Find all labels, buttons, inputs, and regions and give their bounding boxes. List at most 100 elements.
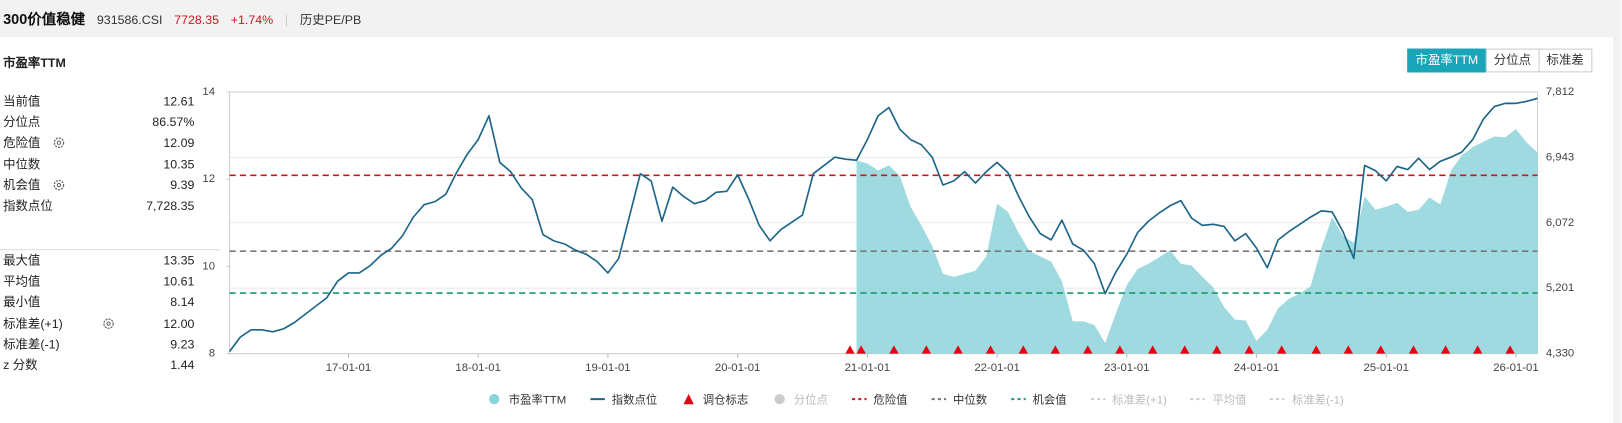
index-price: 7728.35 [174,12,220,27]
y-tick-label: 14 [202,86,215,98]
divider [0,249,221,251]
stat-row: 最小值 8.14 [3,293,194,312]
stat-row: 指数点位 7,728.35 [3,196,194,215]
history-link[interactable]: 历史PE/PB [299,12,362,27]
settings-icon[interactable] [53,137,65,149]
stat-value: 7,728.35 [146,198,195,214]
rebalance-marker [1343,345,1353,354]
x-tick-label: 17-01-01 [326,362,371,374]
gear-inner [56,182,62,188]
stat-label: 危险值 [3,135,41,151]
stat-label: 平均值 [3,274,41,289]
stat-label: 标准差(-1) [3,336,60,352]
stat-label: 机会值 [3,177,41,193]
rebalance-marker [1408,345,1419,354]
rebalance-marker [1180,345,1190,354]
pe-area [856,129,1538,354]
legend-label: 机会值 [1032,393,1067,407]
gear-inner [106,321,111,326]
stat-row: z 分数 1.44 [3,356,194,375]
y2-tick-label: 6,072 [1546,217,1574,229]
legend: 市盈率TTM 指数点位 调仓标志 分位点 危险值 中位数 机会值 标准差(+1) 平均值 标准差(… [486,391,1367,408]
x-tick-label: 25-01-01 [1363,362,1408,374]
panel-title: 市盈率TTM [3,55,66,71]
stat-row: 最大值 13.35 [3,251,194,270]
x-tick-label: 23-01-01 [1104,362,1149,374]
stat-label: 最大值 [3,253,41,268]
stat-value: 86.57% [152,114,195,130]
rebalance-marker [1050,345,1061,354]
rebalance-marker [1473,345,1483,354]
rebalance-marker [1148,345,1158,354]
stat-row: 机会值 9.39 [3,176,194,195]
tab[interactable]: 市盈率TTM [1407,48,1487,73]
stat-value: 1.44 [170,357,195,373]
header: 300价值稳健 931586.CSI 7728.35 +1.74% | 历史PE… [3,8,369,29]
legend-item[interactable]: 分位点 [771,391,828,408]
stat-row: 当前值 12.61 [3,92,194,111]
rebalance-marker [1115,345,1125,354]
legend-item[interactable]: 标准差(+1) [1089,391,1167,408]
legend-label: 危险值 [873,393,908,407]
x-tick-label: 21-01-01 [845,362,890,374]
legend-item[interactable]: 中位数 [930,391,987,408]
legend-label: 指数点位 [611,393,658,407]
stat-value: 13.35 [163,253,195,268]
x-tick-label: 19-01-01 [585,362,630,374]
tab[interactable]: 标准差 [1538,48,1593,73]
legend-item[interactable]: 市盈率TTM [486,391,566,408]
legend-label: 分位点 [793,393,828,407]
gear-outer [103,317,114,329]
legend-item[interactable]: 调仓标志 [680,391,748,408]
stat-value: 10.35 [163,156,195,172]
legend-icon [851,398,867,401]
rebalance-marker [889,345,899,354]
settings-icon[interactable] [53,179,65,191]
rebalance-marker [1277,345,1287,354]
legend-icon [1190,398,1206,401]
settings-icon[interactable] [102,317,114,329]
rebalance-marker [1505,345,1515,354]
legend-label: 调仓标志 [702,393,749,407]
legend-icon [683,393,694,405]
rebalance-marker [1440,345,1451,354]
stat-value: 12.00 [163,315,195,331]
legend-dot [489,393,500,405]
rebalance-marker [856,345,866,354]
legend-item[interactable]: 标准差(-1) [1269,391,1344,408]
index-change: +1.74% [230,12,274,27]
legend-icon [1010,398,1026,401]
legend-label: 市盈率TTM [508,393,567,407]
tab[interactable]: 分位点 [1485,48,1540,73]
legend-triangle [683,393,694,405]
legend-icon [489,393,500,405]
tabs: 市盈率TTM 分位点 标准差 [1407,48,1593,73]
legend-icon [931,398,946,401]
stat-row: 分位点 86.57% [3,113,194,132]
y2-tick-label: 6,943 [1546,151,1574,163]
stat-row: 危险值 12.09 [3,134,194,153]
y2-tick-label: 7,812 [1546,86,1574,98]
legend-item[interactable]: 危险值 [851,391,908,408]
legend-item[interactable]: 平均值 [1190,391,1246,408]
legend-item[interactable]: 指数点位 [589,391,657,408]
rebalance-marker [1083,345,1093,354]
stat-label: 指数点位 [3,198,53,214]
stat-row: 标准差(+1) 12.00 [3,314,194,333]
rebalance-marker [1311,345,1321,354]
stat-label: 中位数 [3,156,41,172]
x-tick-label: 20-01-01 [715,362,760,374]
stat-row: 标准差(-1) 9.23 [3,335,194,354]
legend-label: 标准差(+1) [1112,393,1167,407]
x-tick-label: 26-01-01 [1493,362,1538,374]
legend-icon [590,398,605,401]
rebalance-marker [1212,345,1222,354]
legend-label: 中位数 [952,393,988,407]
stat-label: 最小值 [3,295,41,310]
stat-row: 中位数 10.35 [3,155,194,174]
stat-label: 标准差(+1) [3,315,63,331]
legend-item[interactable]: 机会值 [1010,391,1067,408]
stat-value: 9.23 [170,336,195,352]
